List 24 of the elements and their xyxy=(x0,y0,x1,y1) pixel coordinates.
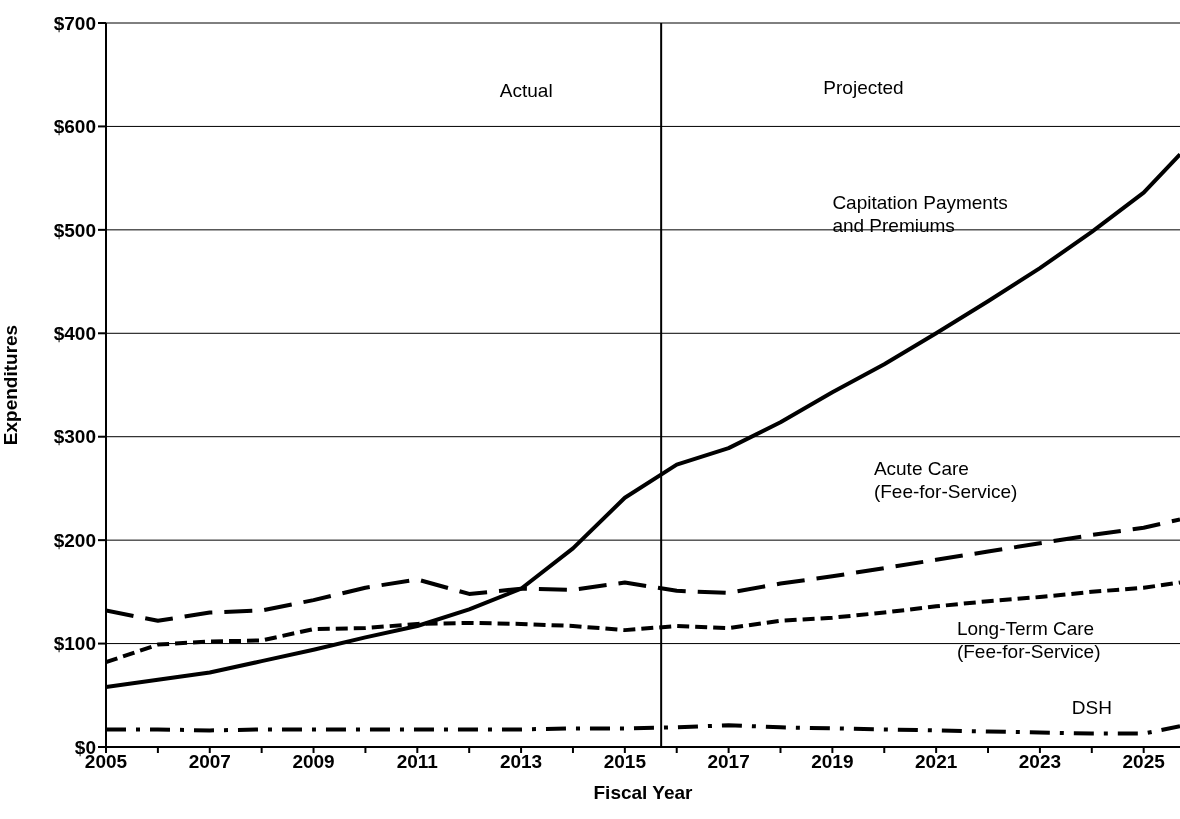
y-tick-label: $200 xyxy=(53,529,96,551)
annotation: Projected xyxy=(823,76,904,98)
annotation: Actual xyxy=(499,79,553,101)
y-tick-label: $600 xyxy=(53,116,96,138)
y-tick-label: $300 xyxy=(53,426,96,448)
text: Acute Care (Fee-for-Service) xyxy=(873,457,1018,502)
series-label: DSH xyxy=(1071,696,1112,718)
y-tick-label: $700 xyxy=(53,12,96,34)
x-tick-label: 2009 xyxy=(292,751,335,773)
y-tick-label: $100 xyxy=(53,633,96,655)
x-tick-label: 2007 xyxy=(188,751,231,773)
series-label: Long-Term Care (Fee-for-Service) xyxy=(956,618,1101,663)
y-tick-label: $400 xyxy=(53,323,96,345)
x-tick-label: 2025 xyxy=(1122,751,1166,773)
y-tick-label: $500 xyxy=(53,219,96,241)
x-axis-title: Fiscal Year xyxy=(593,782,694,803)
y-axis-title: Expenditures xyxy=(0,324,21,446)
x-tick-label: 2017 xyxy=(707,751,750,773)
x-tick-label: 2013 xyxy=(499,751,543,773)
x-tick-label: 2023 xyxy=(1018,751,1062,773)
x-tick-label: 2019 xyxy=(811,751,854,773)
x-tick-label: 2011 xyxy=(396,751,439,773)
x-tick-label: 2021 xyxy=(915,751,958,773)
x-tick-label: 2015 xyxy=(603,751,647,773)
